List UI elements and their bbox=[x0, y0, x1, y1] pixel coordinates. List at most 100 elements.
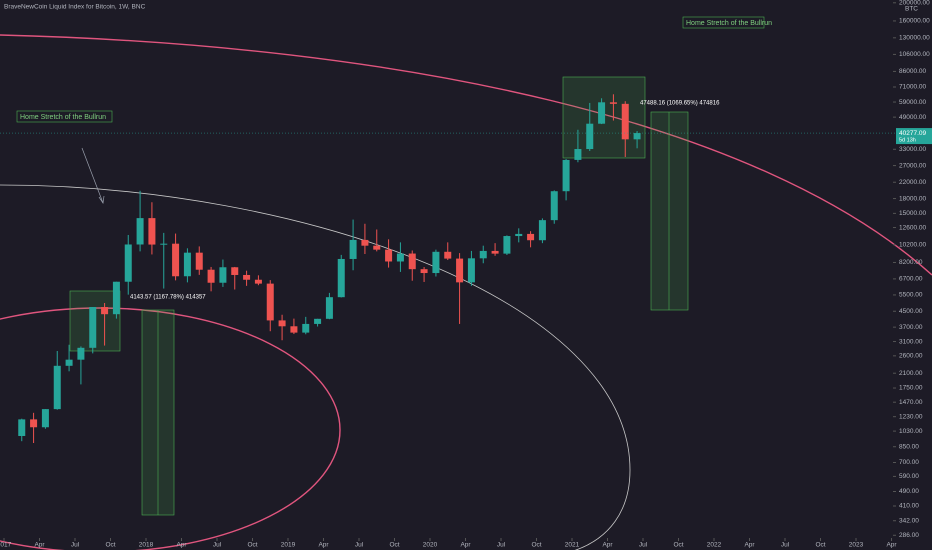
candle-body bbox=[30, 419, 38, 428]
x-tick-label: Jul bbox=[213, 542, 222, 549]
candle-body bbox=[112, 281, 120, 315]
projection-box bbox=[650, 111, 689, 311]
candle-body bbox=[254, 279, 262, 284]
candle-body bbox=[444, 251, 452, 259]
candle-body bbox=[314, 318, 322, 324]
candle-body bbox=[349, 239, 357, 259]
x-tick-label: Jul bbox=[497, 542, 506, 549]
candle-body bbox=[266, 283, 274, 321]
candle-body bbox=[136, 218, 144, 245]
measure-label: 47488.16 (1069.65%) 474816 bbox=[640, 101, 720, 107]
y-tick-label: 3700.00 bbox=[899, 324, 923, 331]
y-tick-label: 850.00 bbox=[899, 443, 919, 450]
x-tick-label: Oct bbox=[389, 542, 399, 549]
y-tick-label: 6700.00 bbox=[899, 276, 923, 283]
y-tick-label: 8200.00 bbox=[899, 259, 923, 266]
candle-body bbox=[172, 243, 180, 277]
annotation-box bbox=[16, 110, 113, 123]
candle-body bbox=[337, 258, 345, 298]
candle-body bbox=[479, 250, 487, 259]
candle-body bbox=[527, 233, 535, 241]
candle-body bbox=[586, 123, 594, 150]
candle-body bbox=[420, 269, 428, 274]
candle-body bbox=[609, 102, 617, 104]
y-tick-label: 22000.00 bbox=[899, 179, 926, 186]
y-tick-label: 2600.00 bbox=[899, 353, 923, 360]
candle-body bbox=[456, 258, 464, 283]
candle-body bbox=[621, 103, 629, 140]
candle-body bbox=[373, 245, 381, 250]
candle-body bbox=[207, 269, 215, 283]
candle-body bbox=[195, 252, 203, 270]
y-tick-label: 3100.00 bbox=[899, 338, 923, 345]
y-tick-label: 71000.00 bbox=[899, 84, 926, 91]
y-tick-label: 86000.00 bbox=[899, 68, 926, 75]
candle-body bbox=[53, 365, 61, 410]
x-tick-label: Oct bbox=[673, 542, 683, 549]
y-tick-label: 200000.00 bbox=[899, 0, 930, 7]
x-tick-label: Apr bbox=[318, 542, 329, 549]
candle-body bbox=[385, 249, 393, 262]
candle-body bbox=[183, 252, 191, 277]
arrow bbox=[81, 147, 104, 204]
candle-body bbox=[562, 159, 570, 192]
y-tick-label: 12600.00 bbox=[899, 224, 926, 231]
candle-body bbox=[574, 149, 582, 160]
x-tick-label: 2022 bbox=[707, 542, 722, 549]
candle-body bbox=[361, 239, 369, 246]
candle-body bbox=[325, 297, 333, 319]
candles bbox=[18, 94, 641, 443]
price-tag-label: 40277.09 bbox=[899, 130, 926, 137]
candle-body bbox=[633, 133, 641, 140]
price-tag bbox=[896, 128, 932, 145]
candle-body bbox=[124, 244, 132, 282]
x-tick-label: 2021 bbox=[565, 542, 580, 549]
candle-body bbox=[77, 347, 85, 360]
candle-body bbox=[101, 307, 109, 315]
y-tick-label: 18000.00 bbox=[899, 195, 926, 202]
y-tick-label: 33000.00 bbox=[899, 146, 926, 153]
chart-title: BraveNewCoin Liquid Index for Bitcoin, 1… bbox=[4, 4, 146, 11]
y-tick-label: 490.00 bbox=[899, 488, 919, 495]
y-tick-label: 27000.00 bbox=[899, 162, 926, 169]
y-tick-label: 1470.00 bbox=[899, 399, 923, 406]
y-tick-label: 342.00 bbox=[899, 517, 919, 524]
x-tick-label: Oct bbox=[531, 542, 541, 549]
x-tick-label: Jul bbox=[781, 542, 790, 549]
y-tick-label: 59000.00 bbox=[899, 99, 926, 106]
candle-body bbox=[148, 218, 156, 245]
candle-body bbox=[278, 320, 286, 327]
measure-label: 4143.57 (1167.78%) 414357 bbox=[130, 295, 206, 301]
candle-body bbox=[550, 191, 558, 221]
candle-body bbox=[432, 251, 440, 274]
candle-body bbox=[467, 258, 475, 283]
y-tick-label: 4500.00 bbox=[899, 308, 923, 315]
x-tick-label: Apr bbox=[886, 542, 897, 549]
y-tick-label: 160000.00 bbox=[899, 18, 930, 25]
x-tick-label: 2023 bbox=[849, 542, 864, 549]
pink-ellipse-bottom bbox=[0, 307, 341, 550]
x-tick-label: Jul bbox=[639, 542, 648, 549]
arrow-head bbox=[98, 195, 105, 204]
candle-body bbox=[65, 359, 73, 366]
y-tick-label: 590.00 bbox=[899, 473, 919, 480]
y-tick-label: 130000.00 bbox=[899, 35, 930, 42]
candle-body bbox=[160, 243, 168, 245]
y-tick-label: 286.00 bbox=[899, 532, 919, 539]
currency: BTC bbox=[905, 6, 918, 13]
candle-body bbox=[243, 274, 251, 280]
y-tick-label: 410.00 bbox=[899, 503, 919, 510]
candle-body bbox=[538, 220, 546, 241]
x-tick-label: Jul bbox=[355, 542, 364, 549]
x-tick-label: Apr bbox=[176, 542, 187, 549]
x-tick-label: Apr bbox=[744, 542, 755, 549]
annotation: Home Stretch of the Bullrun bbox=[20, 114, 106, 121]
x-tick-label: Apr bbox=[602, 542, 613, 549]
y-tick-label: 15000.00 bbox=[899, 210, 926, 217]
candle-body bbox=[231, 267, 239, 275]
annotation-box bbox=[682, 16, 765, 29]
x-tick-label: 2017 bbox=[0, 542, 12, 549]
candle-body bbox=[290, 326, 298, 333]
x-tick-label: 2020 bbox=[423, 542, 438, 549]
candle-body bbox=[515, 233, 523, 237]
